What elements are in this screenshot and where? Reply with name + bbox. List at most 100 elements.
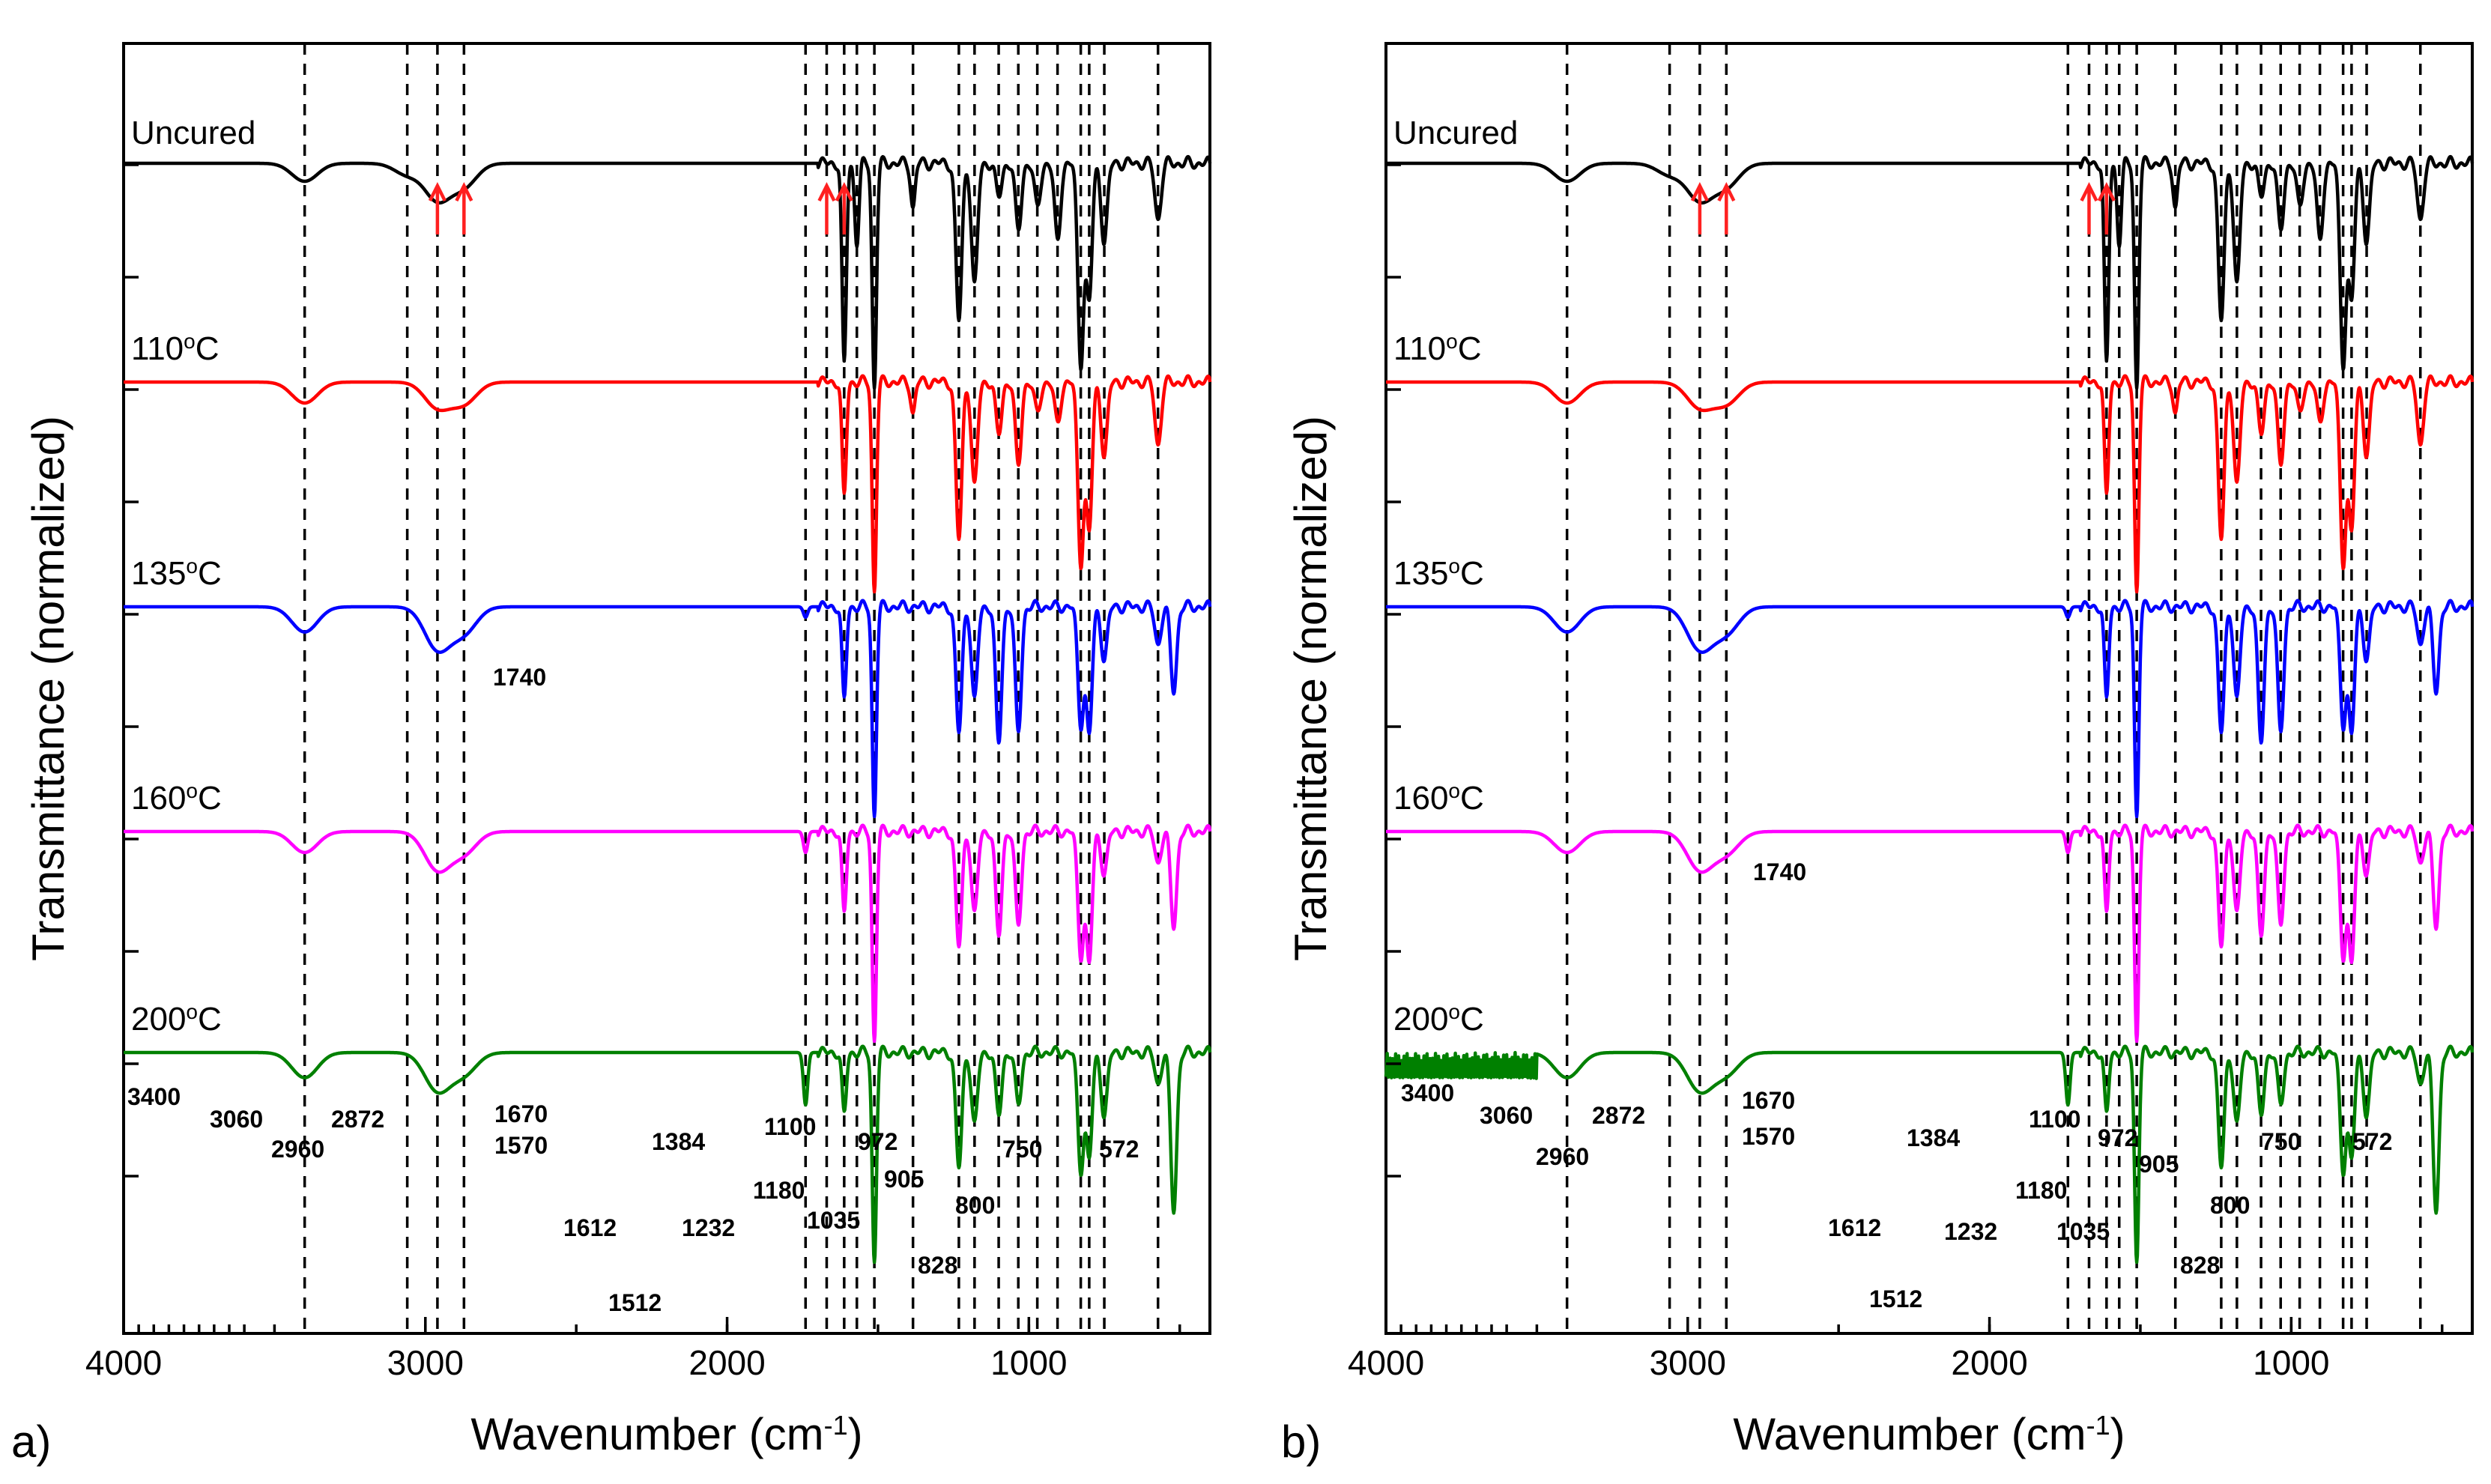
series-label: 110oC xyxy=(1393,330,1482,368)
peak-label-1384: 1384 xyxy=(1907,1124,1960,1151)
y-axis-label: Transmittance (normalized) xyxy=(1286,416,1336,961)
x-tick-label: 3000 xyxy=(387,1343,464,1382)
series-line-Uncured xyxy=(1384,154,2475,390)
peak-label-800: 800 xyxy=(955,1192,995,1219)
peak-label-972: 972 xyxy=(858,1128,898,1155)
peak-label-1740: 1740 xyxy=(1753,858,1806,885)
peak-label-750: 750 xyxy=(1002,1136,1042,1163)
peak-arrowhead-1612 xyxy=(835,181,853,202)
x-tick-label: 1000 xyxy=(990,1343,1067,1382)
series-label-unit: C xyxy=(1458,330,1482,367)
series-label: 135oC xyxy=(131,554,222,593)
panel-a: 200oC160oC135oC110oCUncured3400306029602… xyxy=(11,42,1212,1467)
peak-label-1670: 1670 xyxy=(1742,1087,1795,1114)
peak-label-3400: 3400 xyxy=(1401,1079,1454,1106)
series-label-degree: o xyxy=(184,330,196,353)
series-label-degree: o xyxy=(186,779,198,802)
series-label-value: 200 xyxy=(131,1001,186,1038)
peak-arrowhead-1670 xyxy=(2080,181,2098,202)
peak-label-1612: 1612 xyxy=(563,1214,617,1241)
peak-label-1232: 1232 xyxy=(1944,1218,1997,1245)
peak-label-1670: 1670 xyxy=(494,1100,548,1127)
peak-arrowhead-2872 xyxy=(455,181,473,202)
x-tick-label: 3000 xyxy=(1650,1343,1726,1382)
peak-arrowhead-2960 xyxy=(428,181,447,202)
series-label-degree: o xyxy=(186,554,198,578)
series-label: 200oC xyxy=(131,1000,222,1038)
series-label: Uncured xyxy=(131,115,255,151)
peak-label-1612: 1612 xyxy=(1828,1214,1881,1241)
peak-label-1100: 1100 xyxy=(2029,1106,2080,1133)
series-label-value: 135 xyxy=(131,555,186,592)
series-label-value: 160 xyxy=(1393,780,1448,817)
peak-label-1384: 1384 xyxy=(652,1128,705,1155)
series-line-110C xyxy=(122,374,1212,594)
y-axis-label: Transmittance (normalized) xyxy=(23,416,73,961)
x-axis-label-exponent: -1 xyxy=(2086,1410,2110,1441)
panel-label: a) xyxy=(11,1417,51,1467)
series-line-135C xyxy=(1384,599,2475,819)
series-label-degree: o xyxy=(1448,554,1460,578)
x-tick-label: 2000 xyxy=(1951,1343,2027,1382)
series-line-135C xyxy=(122,599,1212,819)
series-label-value: 135 xyxy=(1393,555,1448,592)
peak-label-3060: 3060 xyxy=(1480,1102,1533,1129)
series-label-value: Uncured xyxy=(1393,115,1518,151)
x-tick-label: 4000 xyxy=(1348,1343,1424,1382)
series-label-unit: C xyxy=(1460,555,1484,592)
peak-label-1512: 1512 xyxy=(1869,1285,1922,1312)
peak-arrowhead-2960 xyxy=(1690,181,1709,202)
series-label-unit: C xyxy=(198,1001,222,1038)
series-label: 160oC xyxy=(1393,779,1484,817)
x-axis-label: Wavenumber (cm-1) xyxy=(1733,1409,2125,1459)
peak-label-2960: 2960 xyxy=(1536,1143,1589,1170)
series-label-degree: o xyxy=(1448,779,1460,802)
series-label-unit: C xyxy=(1460,1001,1484,1038)
peak-label-3060: 3060 xyxy=(210,1106,263,1133)
series-line-Uncured xyxy=(122,154,1212,390)
series-label-value: Uncured xyxy=(131,115,255,151)
peak-label-828: 828 xyxy=(918,1252,957,1279)
peak-label-572: 572 xyxy=(1099,1136,1139,1163)
peak-label-1035: 1035 xyxy=(807,1207,860,1234)
series-line-200C xyxy=(122,1044,1212,1265)
peak-label-828: 828 xyxy=(2180,1252,2220,1279)
peak-label-3400: 3400 xyxy=(127,1083,181,1110)
series-label-value: 110 xyxy=(131,330,184,367)
series-label-value: 200 xyxy=(1393,1001,1448,1038)
peak-label-1570: 1570 xyxy=(1742,1123,1795,1150)
series-label-degree: o xyxy=(1446,330,1458,353)
panel-b: 200oC160oC135oC110oCUncured3400306029602… xyxy=(1281,42,2475,1467)
peak-label-1180: 1180 xyxy=(753,1177,805,1204)
peak-label-905: 905 xyxy=(2139,1151,2179,1178)
x-axis-label-exponent: -1 xyxy=(824,1410,848,1441)
peak-label-572: 572 xyxy=(2352,1128,2392,1155)
series-label-degree: o xyxy=(186,1000,198,1023)
series-label: 200oC xyxy=(1393,1000,1484,1038)
series-line-160C xyxy=(1384,823,2475,1044)
peak-label-905: 905 xyxy=(884,1166,924,1193)
peak-label-2960: 2960 xyxy=(271,1136,324,1163)
peak-label-1740: 1740 xyxy=(493,664,546,691)
x-axis-label-close: ) xyxy=(848,1409,863,1459)
series-label: 160oC xyxy=(131,779,222,817)
series-label-unit: C xyxy=(196,330,220,367)
panel-label: b) xyxy=(1281,1417,1321,1467)
x-tick-label: 2000 xyxy=(688,1343,765,1382)
series-label: Uncured xyxy=(1393,115,1518,151)
series-label-unit: C xyxy=(1460,780,1484,817)
series-label: 135oC xyxy=(1393,554,1484,593)
series-line-110C xyxy=(1384,374,2475,594)
series-label: 110oC xyxy=(131,330,220,368)
peak-label-1100: 1100 xyxy=(764,1113,816,1140)
x-axis-label: Wavenumber (cm-1) xyxy=(470,1409,862,1459)
x-axis-label-text: Wavenumber (cm xyxy=(470,1409,823,1459)
peak-label-750: 750 xyxy=(2261,1128,2301,1155)
series-line-160C xyxy=(122,823,1212,1044)
series-label-value: 160 xyxy=(131,780,186,817)
x-axis-label-text: Wavenumber (cm xyxy=(1733,1409,2086,1459)
series-label-unit: C xyxy=(198,555,222,592)
peak-label-1232: 1232 xyxy=(682,1214,735,1241)
series-line-200C xyxy=(1384,1044,2475,1265)
peak-label-1570: 1570 xyxy=(494,1132,548,1159)
